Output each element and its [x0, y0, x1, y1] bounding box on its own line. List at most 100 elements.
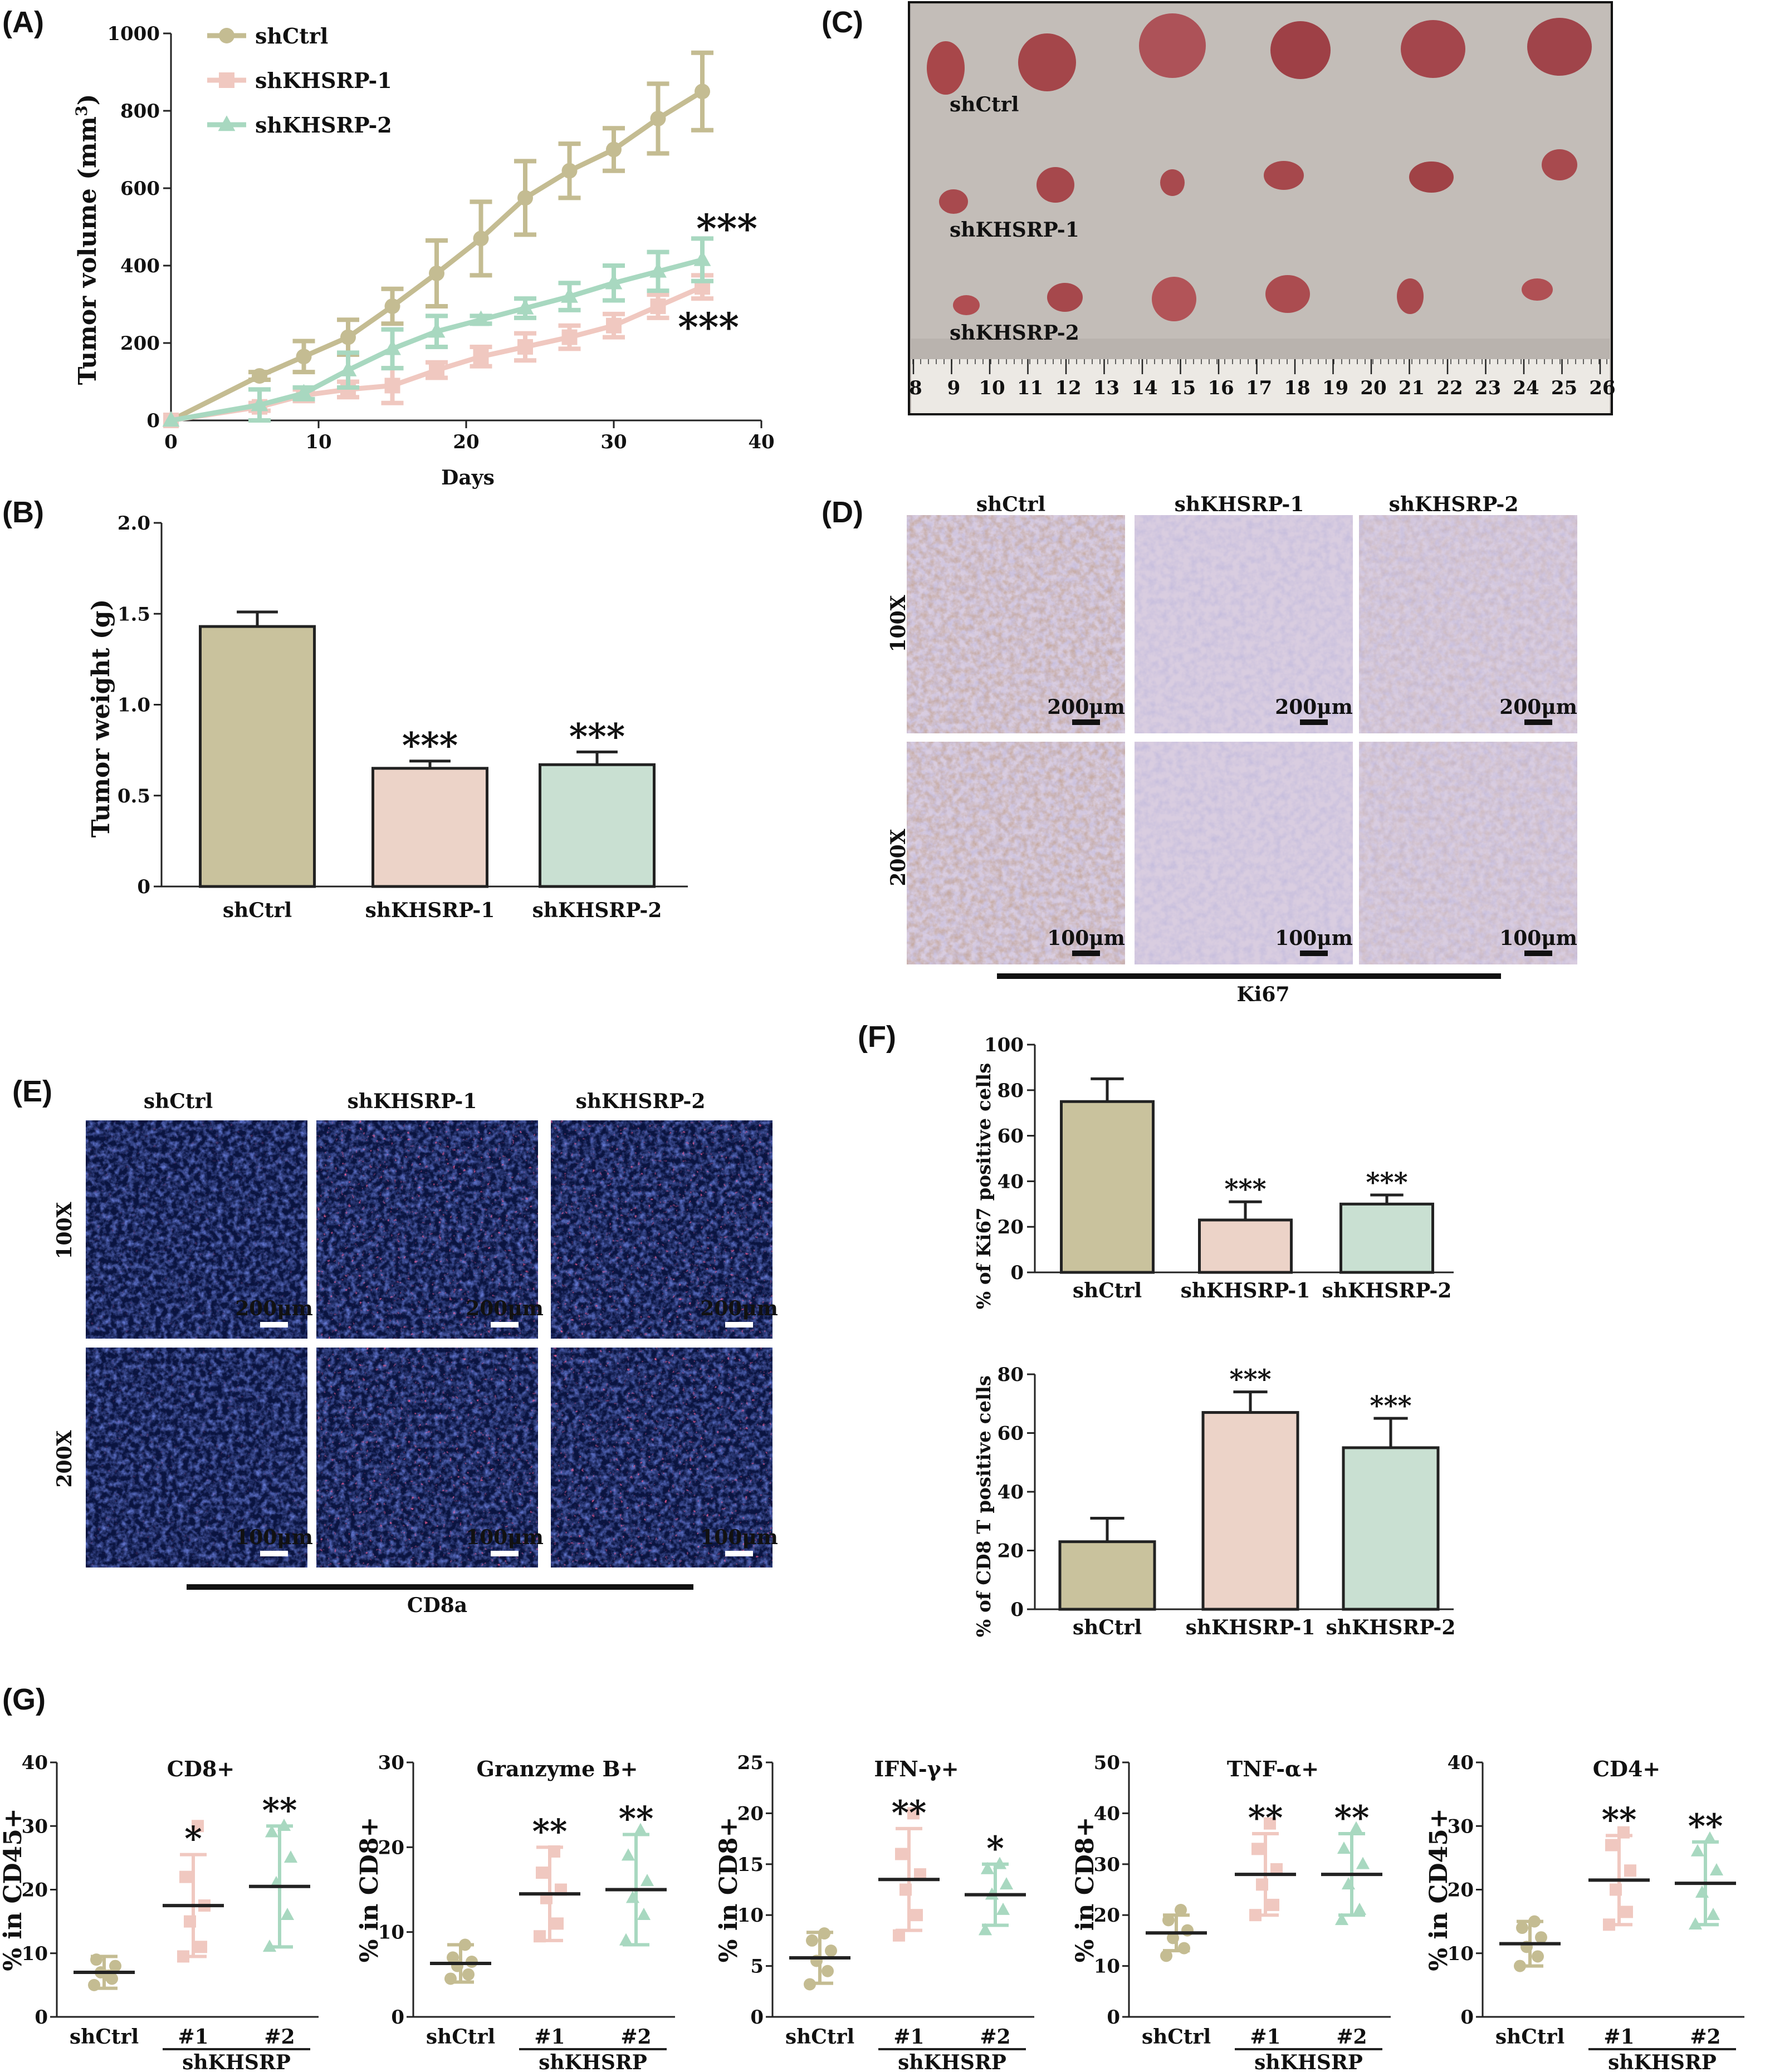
photo-label-shkhsrp1: shKHSRP-1	[950, 218, 1079, 242]
e-tile-100x-1: 200μm	[316, 1120, 544, 1339]
ruler-number: 23	[1475, 377, 1501, 399]
a-ytick-label: 400	[120, 255, 160, 277]
g-point	[893, 1929, 905, 1942]
a-ytick-label: 600	[120, 178, 160, 200]
a-point-shCtrl	[340, 329, 356, 345]
tile-texture	[1135, 742, 1353, 964]
g-ytick-label: 15	[737, 1854, 764, 1876]
g-group-label: #2	[620, 2025, 651, 2049]
a-point-shKHSRP-1	[473, 349, 489, 365]
tumor-sh2-3	[1152, 277, 1196, 321]
tile-scale-bar	[491, 1551, 519, 1556]
a-point-shCtrl	[695, 84, 710, 100]
g-sig: **	[1602, 1800, 1637, 1839]
g-point	[1528, 1915, 1541, 1928]
ruler-number: 26	[1589, 377, 1615, 399]
g-point	[619, 1933, 633, 1946]
chartB-ytick-label: 0.5	[118, 785, 150, 807]
g-point	[806, 1934, 818, 1947]
a-point-shCtrl	[561, 163, 578, 179]
tumor-sh2-6	[1522, 278, 1553, 301]
g-ytick-label: 0	[1460, 2006, 1474, 2029]
tumor-sh1-1	[939, 189, 968, 214]
d-col-shkhsrp1: shKHSRP-1	[1175, 493, 1304, 516]
chartB-bar-shKHSRP-1	[371, 767, 488, 888]
chartB-bar-shCtrl	[199, 625, 316, 888]
e-col-shctrl: shCtrl	[144, 1090, 213, 1113]
a-series-line-shKHSRP-2	[170, 257, 703, 423]
dot-plot-G1: 0 10 20 30 40 CD8+ % in CD45+ shCtrl * #1 ** #2shKH…	[0, 1752, 319, 2072]
ruler-number: 12	[1055, 377, 1081, 399]
g-ytick-label: 0	[1107, 2006, 1120, 2029]
g-ytick-label: 0	[391, 2006, 404, 2029]
g-point	[633, 1823, 648, 1835]
chartB-bar-shKHSRP-2	[539, 763, 656, 888]
chart-a-xlabel: Days	[441, 466, 495, 489]
g-ytick-label: 20	[22, 1879, 48, 1902]
a-point-shKHSRP-1	[650, 298, 666, 314]
g-ytick-label: 20	[1094, 1904, 1120, 1927]
g-point	[899, 1883, 912, 1896]
g-point	[179, 1870, 192, 1883]
chartF2-ytick-label: 60	[998, 1423, 1024, 1445]
a-point-shKHSRP-2	[162, 411, 180, 427]
g-point	[1695, 1885, 1709, 1898]
a-legend-label-shCtrl: shCtrl	[255, 23, 328, 48]
ruler-number: 21	[1399, 377, 1425, 399]
g-ytick-label: 10	[22, 1943, 48, 1965]
a-ytick-label: 1000	[107, 23, 160, 45]
g-ytick-label: 30	[378, 1752, 404, 1774]
g-point	[534, 1930, 546, 1943]
tile-stain	[1359, 515, 1577, 733]
g-ylabel: % in CD8+	[355, 1817, 384, 1963]
g-point	[1337, 1841, 1351, 1854]
tumor-volume-line-chart: Tumor volume (mm3) Days 0200400600800100…	[72, 23, 775, 489]
tile-scale-label: 200μm	[700, 1297, 778, 1320]
tumor-sh2-5	[1397, 278, 1424, 314]
g-ytick-label: 40	[1094, 1802, 1120, 1825]
chartF1-ytick-label: 0	[1010, 1262, 1024, 1284]
tile-scale-label: 100μm	[235, 1526, 313, 1549]
g-group-label: #1	[178, 2025, 208, 2049]
d-tile-200x-1: 100μm	[1135, 742, 1353, 964]
g-point	[895, 1848, 907, 1860]
chartF2-ytick-label: 40	[998, 1481, 1024, 1503]
chartB-sig: ***	[402, 725, 458, 767]
g-point	[459, 1938, 471, 1951]
ruler-number: 15	[1170, 377, 1196, 399]
e-col-shkhsrp2: shKHSRP-2	[576, 1090, 706, 1113]
g-point	[1516, 1922, 1528, 1934]
a-point-shKHSRP-2	[693, 250, 711, 266]
a-legend-label-shKHSRP-1: shKHSRP-1	[255, 68, 392, 93]
g-point	[1535, 1931, 1547, 1944]
ruler-ticks	[911, 359, 1610, 368]
g-point	[444, 1972, 457, 1985]
chartF2-ytick-label: 80	[998, 1364, 1024, 1386]
g-group-label: #2	[1336, 2025, 1367, 2049]
g-sig: *	[184, 1820, 202, 1859]
g-point	[1270, 1863, 1283, 1875]
g-title: Granzyme B+	[477, 1756, 638, 1781]
chartF2-sig: ***	[1370, 1390, 1411, 1422]
panel-label-g: (G)	[2, 1683, 46, 1716]
a-ytick-label: 200	[120, 332, 160, 355]
g-point	[804, 1978, 816, 1991]
g-point	[536, 1867, 548, 1879]
e-row-200x: 200X	[53, 1430, 76, 1487]
tile-scale-bar	[1524, 719, 1552, 725]
a-point-shKHSRP-2	[472, 310, 490, 326]
e-col-shkhsrp1: shKHSRP-1	[348, 1090, 477, 1113]
g-point	[1167, 1932, 1179, 1944]
g-ytick-label: 10	[737, 1904, 764, 1927]
ruler-number: 18	[1284, 377, 1310, 399]
a-sig-lower: ***	[678, 304, 739, 350]
chartF2-category-shCtrl: shCtrl	[1073, 1616, 1142, 1639]
a-point-shCtrl	[517, 190, 533, 206]
chartF1-bar-shCtrl	[1060, 1100, 1155, 1274]
panel-label-c: (C)	[822, 6, 863, 39]
g-ytick-label: 30	[1448, 1815, 1474, 1838]
g-point	[1334, 1913, 1349, 1926]
g-group-label: shCtrl	[70, 2025, 139, 2049]
d-tile-200x-0: 100μm	[907, 742, 1125, 964]
